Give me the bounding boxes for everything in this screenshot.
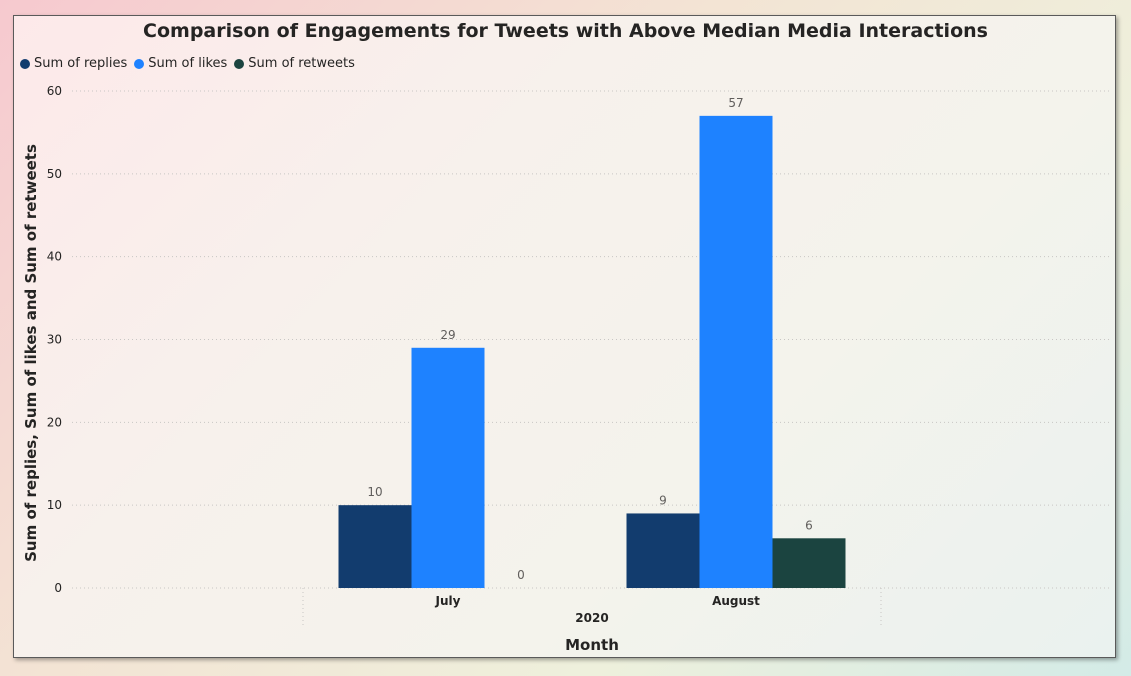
bar (338, 505, 412, 588)
legend-dot-replies (20, 58, 30, 69)
data-label: 9 (659, 493, 667, 507)
chart-card: Comparison of Engagements for Tweets wit… (13, 15, 1116, 658)
bar (626, 513, 700, 588)
x-group-label: 2020 (575, 611, 608, 625)
data-label: 0 (517, 568, 525, 582)
y-tick-label: 0 (54, 581, 62, 595)
bar-chart-plot: 0 10 20 30 40 50 60 10 29 0 July 9 57 6 August 2020 Mont… (22, 84, 1110, 654)
bar (699, 115, 773, 588)
y-tick-label: 40 (47, 250, 62, 264)
data-label: 29 (440, 328, 455, 342)
y-tick-label: 20 (47, 415, 62, 429)
legend-label-retweets: Sum of retweets (248, 56, 355, 71)
legend-label-replies: Sum of replies (34, 56, 128, 71)
legend-item-likes[interactable]: Sum of likes (134, 56, 227, 71)
x-tick-label: August (712, 594, 760, 608)
legend-item-retweets[interactable]: Sum of retweets (234, 56, 355, 71)
legend-dot-retweets (234, 58, 245, 69)
y-tick-label: 30 (47, 333, 62, 347)
y-tick-label: 50 (47, 167, 62, 181)
legend-dot-likes (134, 58, 145, 69)
chart-title: Comparison of Engagements for Tweets wit… (143, 20, 988, 42)
x-tick-label: July (435, 594, 461, 608)
data-label: 57 (728, 96, 743, 110)
bar (772, 538, 846, 588)
x-axis-title: Month (565, 636, 619, 654)
y-tick-label: 60 (47, 84, 62, 98)
legend-label-likes: Sum of likes (148, 56, 228, 71)
data-label: 10 (367, 485, 382, 499)
y-tick-label: 10 (47, 498, 62, 512)
data-label: 6 (805, 518, 813, 532)
legend-item-replies[interactable]: Sum of replies (20, 56, 127, 71)
bar (411, 347, 485, 588)
y-axis-title: Sum of replies, Sum of likes and Sum of … (22, 144, 40, 562)
legend: Sum of replies Sum of likes Sum of retwe… (20, 56, 355, 71)
